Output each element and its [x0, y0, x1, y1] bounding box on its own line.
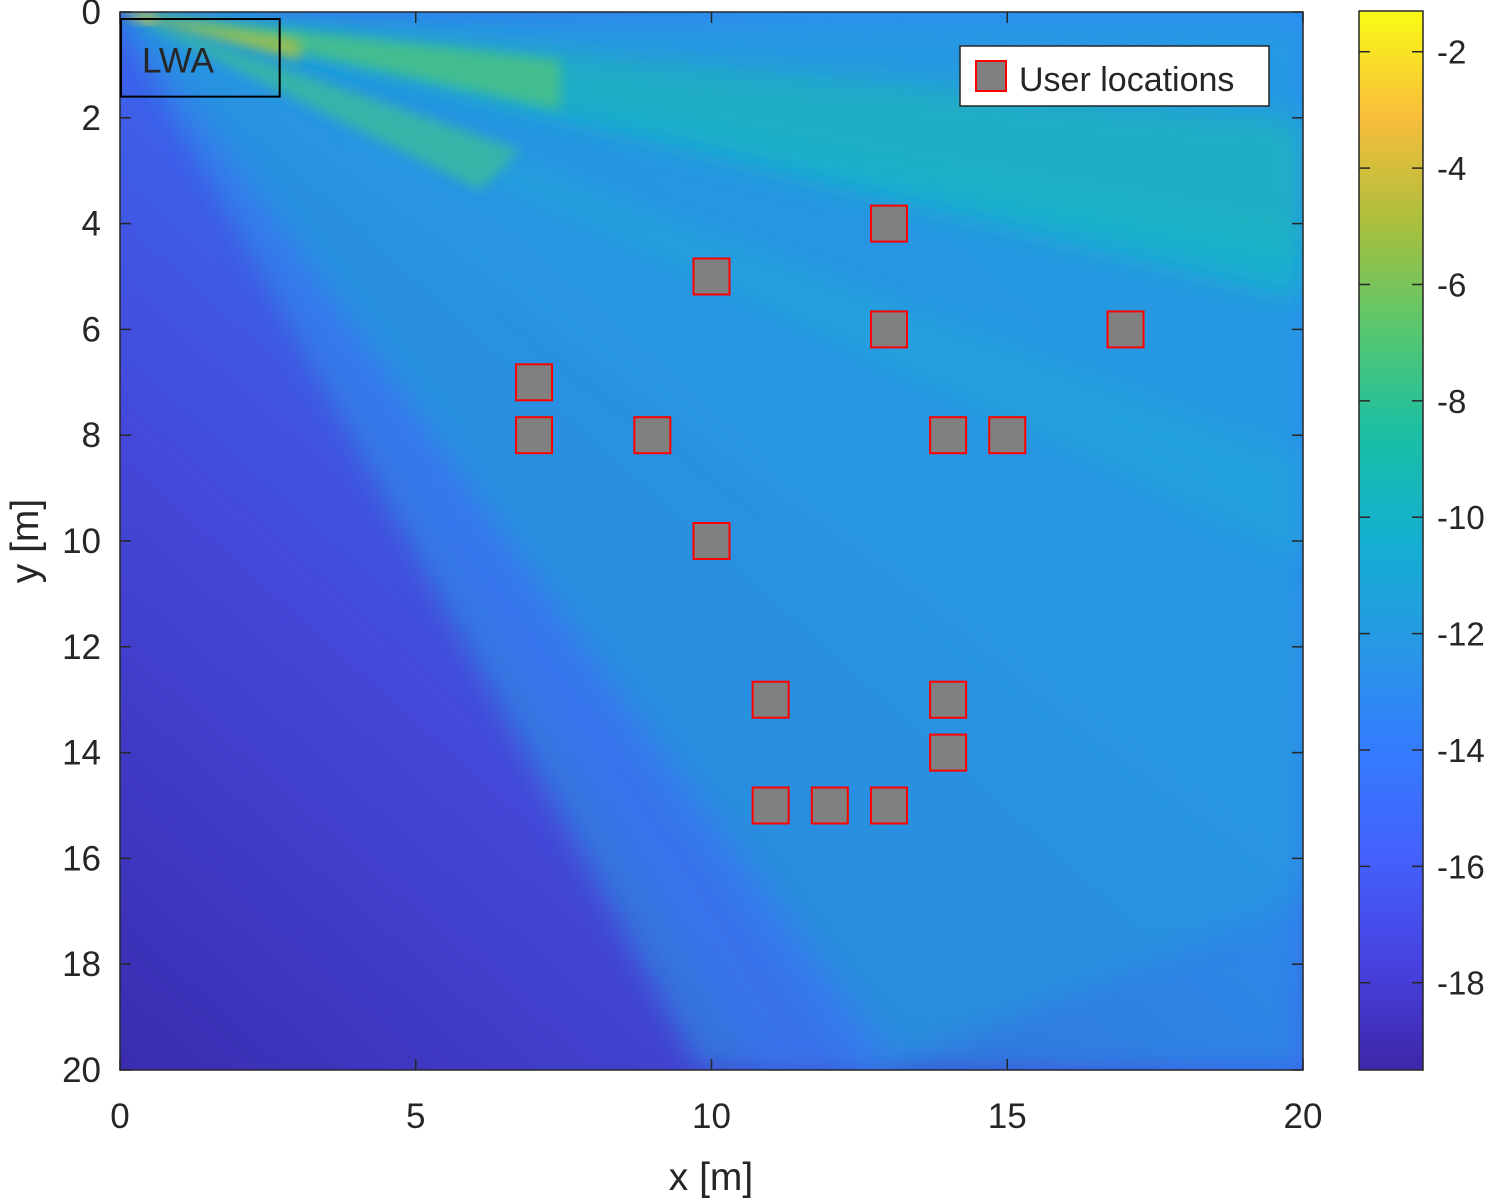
legend-box [959, 45, 1270, 107]
user-location-marker [929, 680, 968, 719]
y-tick-label: 4 [82, 205, 101, 244]
user-location-markers [515, 204, 1145, 825]
lwa-label: LWA [142, 41, 215, 80]
user-location-marker [751, 680, 790, 719]
x-tick-label: 0 [110, 1097, 129, 1136]
colorbar: -2 -4 -6 -8 -10 -12 -14 -16 -18 [1358, 10, 1485, 1071]
y-tick-label: 0 [82, 0, 101, 32]
colorbar-tick-label: -8 [1437, 383, 1466, 420]
y-axis-ticks: 0 2 4 6 8 10 12 14 16 18 20 [62, 0, 1303, 1090]
x-tick-label: 15 [988, 1097, 1027, 1136]
beam-streak-3 [120, 12, 300, 60]
user-location-marker [810, 786, 849, 825]
user-location-marker [869, 310, 908, 349]
colorbar-tick-label: -16 [1437, 848, 1485, 885]
colorbar-gradient [1358, 10, 1424, 1071]
y-axis-label: y [m] [4, 499, 47, 584]
colorbar-tick-label: -14 [1437, 732, 1485, 769]
beam-streak-2 [120, 12, 520, 190]
colorbar-tick-label: -4 [1437, 150, 1466, 187]
beam-lobe-4 [120, 12, 1303, 880]
x-axis-ticks: 0 5 10 15 20 [110, 12, 1322, 1136]
lwa-antenna-box [120, 18, 281, 98]
y-tick-label: 2 [82, 99, 101, 138]
y-tick-label: 12 [62, 628, 101, 667]
user-location-marker [515, 416, 554, 455]
user-location-marker [869, 204, 908, 243]
legend: User locations [959, 45, 1270, 107]
legend-label: User locations [1019, 61, 1234, 99]
colorbar-tick-label: -10 [1437, 499, 1485, 536]
user-location-marker [692, 257, 731, 296]
x-tick-label: 5 [406, 1097, 425, 1136]
user-location-marker [1106, 310, 1145, 349]
colorbar-tick-label: -12 [1437, 616, 1485, 653]
beam-lobe-1 [120, 12, 1303, 300]
user-location-marker [988, 416, 1027, 455]
user-location-marker [869, 786, 908, 825]
legend-marker-swatch [975, 60, 1007, 92]
y-tick-label: 6 [82, 310, 101, 349]
y-tick-label: 18 [62, 945, 101, 984]
user-location-marker [929, 416, 968, 455]
y-tick-label: 8 [82, 416, 101, 455]
user-location-marker [929, 733, 968, 772]
y-tick-label: 14 [62, 734, 101, 773]
y-tick-label: 16 [62, 839, 101, 878]
colorbar-tick-label: -2 [1437, 34, 1466, 71]
colorbar-ticks: -2 -4 -6 -8 -10 -12 -14 -16 -18 [1359, 34, 1485, 1002]
colorbar-tick-label: -18 [1437, 965, 1485, 1002]
user-location-marker [515, 363, 554, 402]
beam-lobe-5 [120, 12, 900, 1070]
y-tick-label: 10 [62, 522, 101, 561]
y-tick-label: 20 [62, 1051, 101, 1090]
user-location-marker [751, 786, 790, 825]
user-location-marker [633, 416, 672, 455]
colorbar-tick-label: -6 [1437, 266, 1466, 303]
user-location-marker [692, 522, 731, 560]
x-tick-label: 10 [692, 1097, 731, 1136]
x-tick-label: 20 [1284, 1097, 1323, 1136]
x-axis-label: x [m] [669, 1156, 754, 1199]
